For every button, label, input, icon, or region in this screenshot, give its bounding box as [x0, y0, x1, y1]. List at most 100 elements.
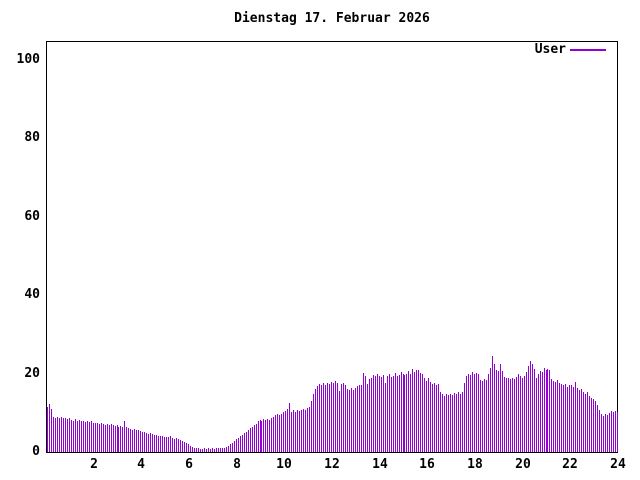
bar: [389, 374, 390, 452]
bar: [164, 437, 165, 452]
x-axis-tick-label: 16: [419, 457, 435, 472]
bar: [484, 379, 485, 452]
bar: [67, 419, 68, 452]
bar: [385, 383, 386, 452]
bar: [228, 446, 229, 452]
bar: [486, 380, 487, 452]
bar: [577, 388, 578, 452]
bar: [494, 364, 495, 452]
bar: [508, 378, 509, 452]
bar: [549, 370, 550, 452]
bar: [478, 374, 479, 452]
bar: [200, 449, 201, 452]
bar: [124, 421, 125, 452]
bar: [450, 394, 451, 452]
bar: [295, 412, 296, 452]
bar: [369, 379, 370, 452]
bar: [281, 414, 282, 452]
bar: [79, 420, 80, 452]
bar: [301, 410, 302, 452]
bar: [373, 375, 374, 452]
bar: [617, 412, 618, 452]
bar: [81, 421, 82, 452]
bar: [323, 383, 324, 452]
bar: [329, 384, 330, 452]
bar: [267, 419, 268, 452]
bar: [444, 396, 445, 452]
bar: [418, 370, 419, 452]
bar: [383, 375, 384, 452]
bar: [287, 409, 288, 452]
bar: [234, 441, 235, 452]
bar: [160, 436, 161, 452]
x-axis-tick-label: 22: [562, 457, 578, 472]
bar: [194, 448, 195, 452]
bar: [353, 390, 354, 452]
bar: [325, 385, 326, 452]
x-axis-tick-label: 6: [185, 457, 193, 472]
bar: [573, 387, 574, 452]
bar: [377, 374, 378, 452]
bar: [470, 375, 471, 452]
bar: [609, 413, 610, 452]
bar: [408, 371, 409, 452]
y-axis-tick-label: 0: [32, 444, 40, 459]
bar: [214, 449, 215, 452]
x-axis-tick-label: 8: [233, 457, 241, 472]
bar: [232, 443, 233, 452]
bar: [73, 421, 74, 452]
bar: [381, 377, 382, 452]
y-axis-tick-label: 60: [24, 209, 40, 224]
bar: [327, 383, 328, 452]
bar: [514, 379, 515, 452]
bar: [93, 423, 94, 452]
bar: [404, 375, 405, 452]
bar: [178, 439, 179, 452]
bar: [120, 426, 121, 452]
bar: [542, 372, 543, 452]
bar: [412, 369, 413, 452]
bar: [532, 364, 533, 452]
bar: [343, 383, 344, 452]
bar: [118, 427, 119, 452]
bar: [490, 368, 491, 452]
bar: [512, 378, 513, 452]
bar: [132, 430, 133, 452]
bar: [581, 389, 582, 452]
bar: [454, 393, 455, 452]
bar: [113, 425, 114, 452]
bar: [422, 374, 423, 452]
bar: [492, 356, 493, 452]
bar: [248, 430, 249, 452]
bar: [184, 442, 185, 452]
bar: [331, 382, 332, 452]
bar: [410, 374, 411, 452]
bar: [291, 412, 292, 452]
bar: [555, 382, 556, 452]
bar: [196, 448, 197, 452]
bar: [361, 385, 362, 452]
x-axis-tick-label: 20: [515, 457, 531, 472]
bar: [204, 448, 205, 452]
bar: [359, 385, 360, 452]
bar: [222, 448, 223, 452]
bar: [57, 417, 58, 452]
bar: [236, 439, 237, 452]
bar: [156, 435, 157, 452]
bar: [341, 384, 342, 452]
bar: [99, 424, 100, 452]
bar: [504, 377, 505, 452]
bar: [142, 432, 143, 452]
bar: [438, 384, 439, 452]
bar: [434, 383, 435, 452]
bar: [146, 433, 147, 452]
bar: [176, 438, 177, 452]
bar: [547, 369, 548, 452]
bar: [263, 419, 264, 452]
bar: [347, 389, 348, 452]
bar: [216, 448, 217, 452]
bar: [502, 371, 503, 452]
bar: [536, 378, 537, 452]
bar: [553, 381, 554, 452]
bar: [134, 429, 135, 452]
